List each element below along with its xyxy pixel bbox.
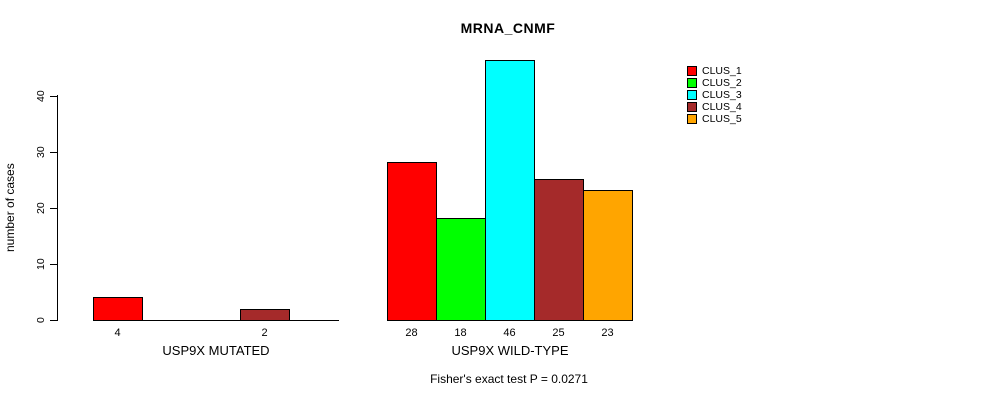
y-axis-line bbox=[57, 95, 58, 321]
legend-swatch-clus_4 bbox=[687, 102, 697, 112]
legend-swatch-clus_2 bbox=[687, 78, 697, 88]
y-tick bbox=[50, 96, 57, 97]
bar-clus_1 bbox=[387, 162, 437, 321]
bar-count-label: 25 bbox=[552, 327, 565, 339]
bar-count-label: 4 bbox=[114, 327, 121, 339]
fisher-test-note: Fisher's exact test P = 0.0271 bbox=[430, 372, 588, 386]
bar-clus_4 bbox=[240, 309, 290, 321]
bar-clus_2 bbox=[436, 218, 486, 321]
y-tick bbox=[50, 208, 57, 209]
legend-label: CLUS_1 bbox=[702, 65, 742, 77]
legend-label: CLUS_5 bbox=[702, 113, 742, 125]
bar-count-label: 28 bbox=[405, 327, 418, 339]
bar-clus_4 bbox=[534, 179, 584, 321]
y-axis-label: number of cases bbox=[3, 163, 17, 253]
bar-count-label: 46 bbox=[503, 327, 516, 339]
bar-count-label: 18 bbox=[454, 327, 467, 339]
chart-title: MRNA_CNMF bbox=[460, 20, 556, 36]
bar-clus_5 bbox=[583, 190, 633, 321]
legend-label: CLUS_2 bbox=[702, 77, 742, 89]
y-tick bbox=[50, 264, 57, 265]
y-tick-label: 0 bbox=[35, 317, 47, 323]
y-tick bbox=[50, 152, 57, 153]
y-tick-label: 30 bbox=[35, 146, 47, 158]
group-label-wild-type: USP9X WILD-TYPE bbox=[451, 343, 569, 358]
y-tick-label: 40 bbox=[35, 90, 47, 102]
legend-label: CLUS_4 bbox=[702, 101, 742, 113]
legend-swatch-clus_3 bbox=[687, 90, 697, 100]
group-label-mutated: USP9X MUTATED bbox=[162, 343, 270, 358]
bar-count-label: 2 bbox=[261, 327, 268, 339]
legend-label: CLUS_3 bbox=[702, 89, 742, 101]
bar-clus_1 bbox=[93, 297, 143, 321]
y-tick-label: 20 bbox=[35, 202, 47, 214]
bar-clus_3 bbox=[485, 60, 535, 321]
y-tick-label: 10 bbox=[35, 258, 47, 270]
bar-count-label: 23 bbox=[601, 327, 614, 339]
x-axis-baseline bbox=[93, 320, 339, 321]
y-tick bbox=[50, 320, 57, 321]
legend-swatch-clus_1 bbox=[687, 66, 697, 76]
legend-swatch-clus_5 bbox=[687, 114, 697, 124]
